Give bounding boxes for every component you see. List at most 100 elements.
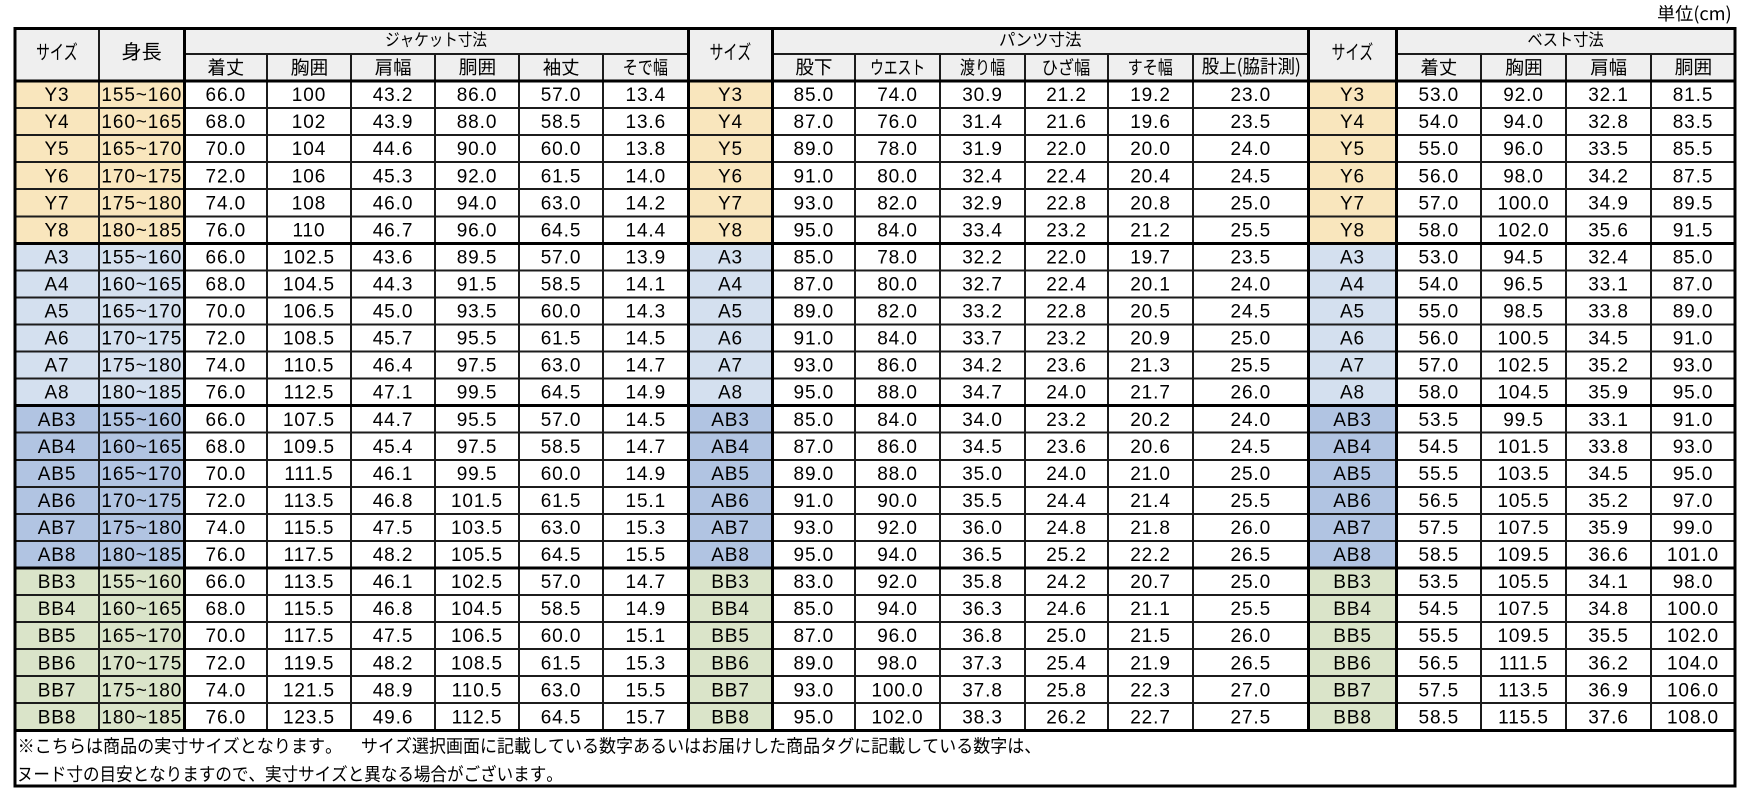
svg-text:35.2: 35.2 [1588,356,1629,377]
svg-text:34.5: 34.5 [962,437,1003,458]
svg-text:36.2: 36.2 [1588,653,1629,674]
svg-text:170~175: 170~175 [101,166,182,187]
svg-text:A4: A4 [44,275,69,296]
svg-text:26.0: 26.0 [1231,626,1272,647]
svg-text:170~175: 170~175 [101,653,182,674]
svg-text:47.5: 47.5 [373,626,414,647]
svg-text:32.4: 32.4 [962,166,1003,187]
svg-text:160~165: 160~165 [101,275,182,296]
svg-text:76.0: 76.0 [206,383,247,404]
svg-text:33.7: 33.7 [962,329,1003,350]
svg-text:56.0: 56.0 [1419,329,1460,350]
svg-text:22.0: 22.0 [1046,139,1087,160]
svg-text:44.3: 44.3 [373,275,414,296]
svg-text:24.2: 24.2 [1046,572,1087,593]
svg-text:23.6: 23.6 [1046,437,1087,458]
svg-text:14.9: 14.9 [626,464,667,485]
svg-text:A5: A5 [1340,302,1365,323]
svg-text:68.0: 68.0 [206,112,247,133]
svg-text:123.5: 123.5 [283,707,335,728]
svg-text:180~185: 180~185 [101,383,182,404]
svg-text:95.0: 95.0 [794,707,835,728]
svg-text:36.3: 36.3 [962,599,1003,620]
svg-text:72.0: 72.0 [206,653,247,674]
svg-text:21.2: 21.2 [1046,85,1087,106]
svg-text:24.8: 24.8 [1046,518,1087,539]
svg-text:102.0: 102.0 [1497,220,1549,241]
svg-text:20.2: 20.2 [1130,410,1171,431]
svg-text:32.8: 32.8 [1588,112,1629,133]
svg-text:111.5: 111.5 [284,464,333,485]
svg-text:74.0: 74.0 [206,356,247,377]
svg-text:13.8: 13.8 [626,139,667,160]
svg-text:117.5: 117.5 [284,545,335,566]
svg-text:20.4: 20.4 [1130,166,1171,187]
svg-text:95.0: 95.0 [1673,383,1714,404]
svg-text:A7: A7 [1340,356,1365,377]
svg-text:24.4: 24.4 [1046,491,1087,512]
svg-text:35.0: 35.0 [962,464,1003,485]
svg-text:64.5: 64.5 [541,707,582,728]
svg-text:Y7: Y7 [44,193,69,214]
svg-text:78.0: 78.0 [877,139,918,160]
svg-text:91.0: 91.0 [794,166,835,187]
svg-text:31.9: 31.9 [962,139,1003,160]
svg-text:104: 104 [292,139,326,160]
svg-text:Y7: Y7 [1340,193,1365,214]
svg-text:BB5: BB5 [711,626,750,647]
svg-text:BB8: BB8 [711,707,750,728]
svg-text:33.4: 33.4 [962,220,1003,241]
svg-text:22.2: 22.2 [1130,545,1171,566]
svg-text:109.5: 109.5 [1497,545,1549,566]
svg-text:104.5: 104.5 [283,275,335,296]
svg-text:89.0: 89.0 [794,464,835,485]
svg-text:25.5: 25.5 [1231,599,1272,620]
svg-text:102.0: 102.0 [871,707,923,728]
svg-text:155~160: 155~160 [101,248,182,269]
svg-text:102.5: 102.5 [283,248,335,269]
svg-text:14.9: 14.9 [626,599,667,620]
svg-text:15.3: 15.3 [626,653,667,674]
svg-text:95.0: 95.0 [794,383,835,404]
svg-text:22.0: 22.0 [1046,248,1087,269]
svg-text:91.0: 91.0 [1673,410,1714,431]
svg-text:Y4: Y4 [44,112,69,133]
svg-text:22.8: 22.8 [1046,302,1087,323]
svg-text:36.8: 36.8 [962,626,1003,647]
svg-text:57.0: 57.0 [541,410,582,431]
svg-text:48.2: 48.2 [373,653,414,674]
svg-text:15.3: 15.3 [626,518,667,539]
svg-text:83.5: 83.5 [1673,112,1714,133]
svg-text:104.5: 104.5 [1497,383,1549,404]
svg-text:72.0: 72.0 [206,491,247,512]
svg-text:AB4: AB4 [711,437,750,458]
svg-text:60.0: 60.0 [541,464,582,485]
svg-text:70.0: 70.0 [206,302,247,323]
svg-text:58.0: 58.0 [1419,383,1460,404]
svg-text:48.9: 48.9 [373,680,414,701]
svg-text:33.8: 33.8 [1588,437,1629,458]
svg-text:Y8: Y8 [718,220,743,241]
svg-text:14.4: 14.4 [626,220,667,241]
svg-text:61.5: 61.5 [541,329,582,350]
svg-text:93.5: 93.5 [457,302,498,323]
svg-text:BB8: BB8 [38,707,77,728]
svg-text:Y5: Y5 [718,139,743,160]
svg-text:66.0: 66.0 [206,410,247,431]
svg-text:45.4: 45.4 [373,437,414,458]
svg-text:45.0: 45.0 [373,302,414,323]
svg-text:87.5: 87.5 [1673,166,1714,187]
svg-text:57.0: 57.0 [1419,193,1460,214]
svg-text:85.0: 85.0 [794,85,835,106]
svg-text:72.0: 72.0 [206,329,247,350]
svg-text:14.0: 14.0 [626,166,667,187]
svg-text:83.0: 83.0 [794,572,835,593]
svg-text:57.5: 57.5 [1419,518,1460,539]
svg-text:AB5: AB5 [711,464,750,485]
svg-text:Y6: Y6 [718,166,743,187]
svg-text:61.5: 61.5 [541,491,582,512]
svg-text:A7: A7 [718,356,743,377]
svg-text:25.4: 25.4 [1046,653,1087,674]
svg-text:80.0: 80.0 [877,166,918,187]
svg-text:37.6: 37.6 [1588,707,1629,728]
